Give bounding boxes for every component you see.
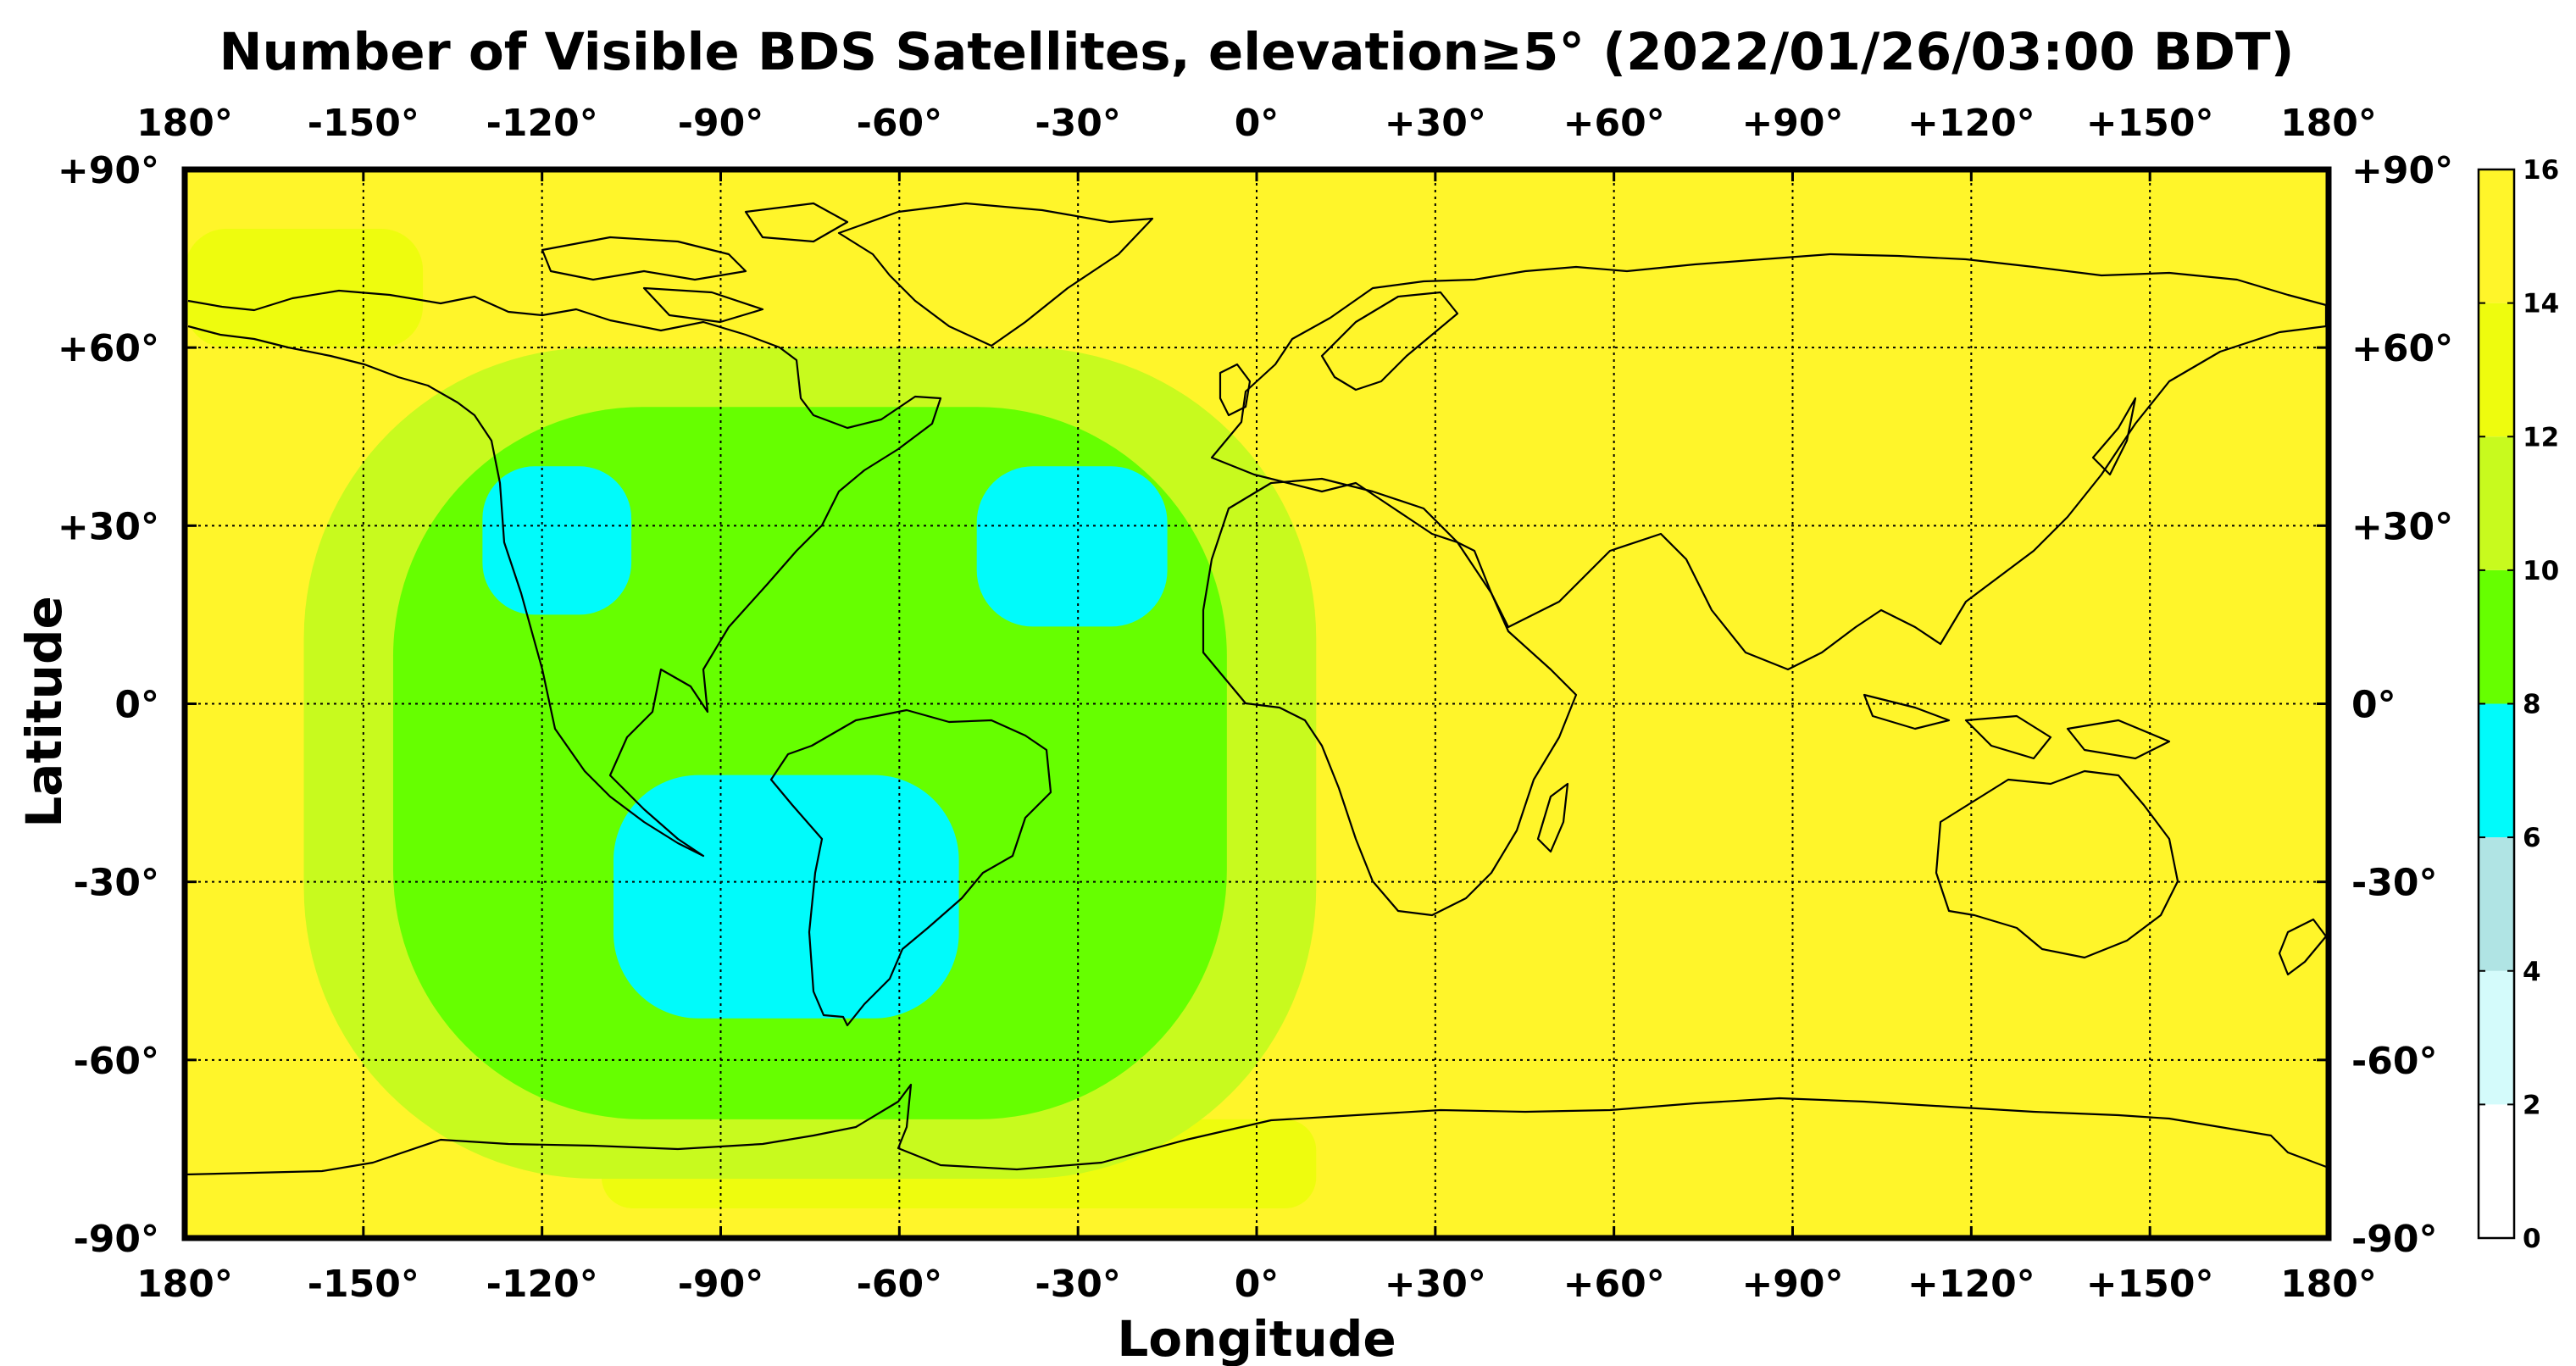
coastline-arctic-islands	[541, 202, 849, 324]
colorbar-tick-label: 12	[2523, 422, 2559, 453]
lat-tick-label-left: +60°	[58, 327, 159, 370]
colorbar-band-1	[2479, 1104, 2514, 1238]
coastline-antarctica	[185, 1083, 2329, 1176]
coastline-layer	[185, 202, 2329, 1176]
lon-tick-label-top: -60°	[857, 102, 943, 145]
lon-tick-label-top: -90°	[678, 102, 764, 145]
colorbar-band-7	[2479, 303, 2514, 437]
lat-tick-label-right: -60°	[2351, 1040, 2438, 1083]
lon-tick-label-bottom: +120°	[1907, 1263, 2035, 1306]
coastline-africa	[1202, 477, 1578, 917]
lon-tick-label-bottom: -150°	[308, 1263, 419, 1306]
tick-labels: 180° 180° -150° -150° -120° -120° -90° -90° -60°…	[58, 102, 2453, 1306]
lon-tick-label-top: +90°	[1741, 102, 1843, 145]
x-axis-label: Longitude	[1117, 1310, 1396, 1366]
colorbar-tick-label: 4	[2523, 957, 2541, 987]
tick-marks	[183, 168, 2330, 1240]
colorbar-band-2	[2479, 970, 2514, 1105]
lat-tick-label-left: +90°	[58, 149, 159, 192]
heatmap-region-6	[976, 466, 1168, 627]
coastline-maritime-asia	[1863, 693, 2171, 760]
lon-tick-label-top: 180°	[2280, 102, 2377, 145]
coastline-north-america	[187, 289, 942, 858]
colorbar-band-8	[2479, 169, 2514, 303]
map-area	[185, 169, 2329, 1238]
lat-tick-label-right: +30°	[2351, 505, 2453, 548]
lon-tick-label-top: 180°	[136, 102, 233, 145]
y-axis-label: Latitude	[15, 596, 73, 828]
colorbar-tick-label: 16	[2523, 155, 2559, 186]
lat-tick-label-left: +30°	[58, 505, 159, 548]
lon-tick-label-top: -150°	[308, 102, 419, 145]
lat-tick-label-left: -90°	[74, 1218, 160, 1261]
lon-tick-label-bottom: +60°	[1563, 1263, 1665, 1306]
colorbar-tick-label: 0	[2523, 1224, 2541, 1254]
colorbar-band-5	[2479, 569, 2514, 704]
lon-tick-label-top: +30°	[1385, 102, 1486, 145]
coastline-scandinavia	[1320, 291, 1459, 391]
lon-tick-label-bottom: +90°	[1741, 1263, 1843, 1306]
gridlines	[185, 169, 2329, 1238]
colorbar: 16 14 12 10 8 6 4 2 0	[2477, 155, 2559, 1254]
coastline-australia	[1935, 769, 2179, 959]
lon-tick-label-bottom: 0°	[1235, 1263, 1280, 1306]
lat-tick-label-right: +60°	[2351, 327, 2453, 370]
colorbar-band-3	[2479, 837, 2514, 971]
colorbar-tick-label: 2	[2523, 1090, 2541, 1120]
lon-tick-label-bottom: -90°	[678, 1263, 764, 1306]
coastline-madagascar	[1536, 782, 1569, 853]
lon-tick-label-bottom: 180°	[2280, 1263, 2377, 1306]
coastline-japan	[2091, 397, 2137, 476]
heatmap-region-7	[613, 775, 959, 1019]
coastline-new-zealand	[2278, 918, 2328, 976]
colorbar-tick-label: 10	[2523, 556, 2559, 586]
lat-tick-label-left: 0°	[114, 684, 159, 727]
lat-tick-label-left: -60°	[74, 1040, 160, 1083]
heatmap-region-5	[482, 466, 632, 615]
coastline-greenland	[837, 202, 1154, 347]
colorbar-tick-label: 6	[2523, 823, 2541, 853]
lat-tick-label-left: -30°	[74, 862, 160, 905]
lon-tick-label-bottom: -60°	[857, 1263, 943, 1306]
lon-tick-label-bottom: +30°	[1385, 1263, 1486, 1306]
lon-tick-label-bottom: -120°	[486, 1263, 598, 1306]
lon-tick-label-top: +120°	[1907, 102, 2035, 145]
lat-tick-label-right: +90°	[2351, 149, 2453, 192]
lon-tick-label-top: 0°	[1235, 102, 1280, 145]
coastline-british-isles	[1219, 363, 1252, 417]
lon-tick-label-top: -30°	[1035, 102, 1121, 145]
colorbar-tick-label: 8	[2523, 690, 2541, 720]
lat-tick-label-right: -30°	[2351, 862, 2438, 905]
heatmap-region-1	[185, 229, 424, 348]
coastline-south-america	[769, 708, 1052, 1027]
colorbar-band-4	[2479, 703, 2514, 838]
chart-title: Number of Visible BDS Satellites, elevat…	[219, 22, 2295, 82]
lat-tick-label-right: 0°	[2351, 684, 2396, 727]
lon-tick-label-top: -120°	[486, 102, 598, 145]
lon-tick-label-top: +60°	[1563, 102, 1665, 145]
colorbar-tick-label: 14	[2523, 289, 2559, 319]
colorbar-band-6	[2479, 436, 2514, 570]
lon-tick-label-bottom: -30°	[1035, 1263, 1121, 1306]
lon-tick-label-bottom: +150°	[2086, 1263, 2214, 1306]
coastline-eurasia	[1210, 253, 2328, 671]
lon-tick-label-top: +150°	[2086, 102, 2214, 145]
lat-tick-label-right: -90°	[2351, 1218, 2438, 1261]
lon-tick-label-bottom: 180°	[136, 1263, 233, 1306]
